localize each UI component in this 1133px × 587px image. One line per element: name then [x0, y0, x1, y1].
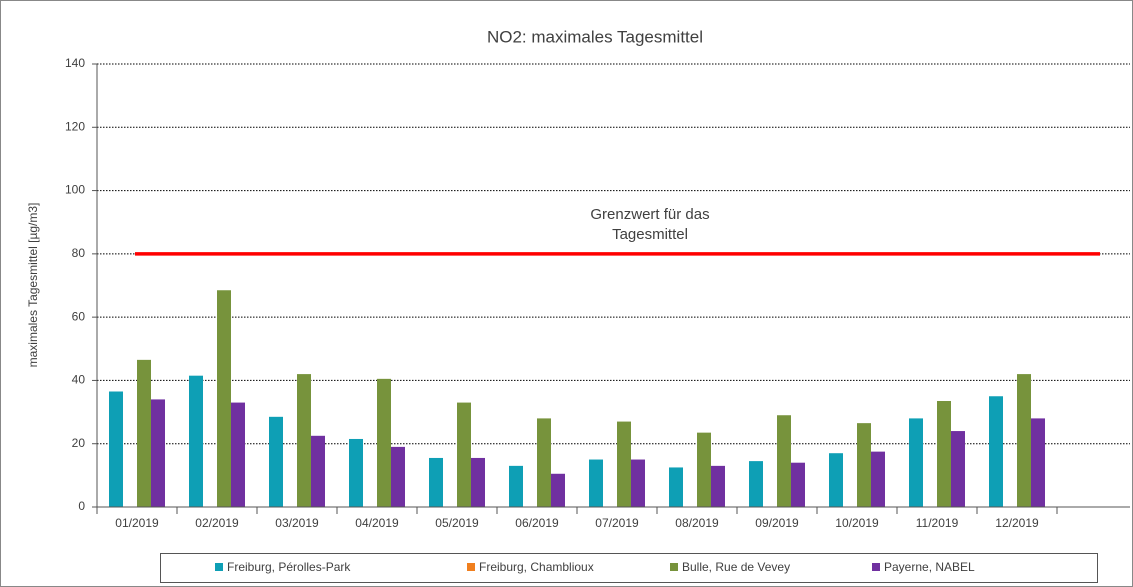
x-tick-label: 02/2019 — [195, 516, 239, 530]
bar — [429, 457, 443, 507]
legend-box — [160, 553, 1098, 583]
bar — [749, 461, 763, 507]
bar — [1017, 374, 1031, 507]
x-tick-label: 12/2019 — [995, 516, 1039, 530]
bar — [109, 391, 123, 507]
bar — [631, 459, 645, 507]
bar — [951, 431, 965, 507]
bar — [151, 399, 165, 507]
bar — [269, 416, 283, 507]
y-tick-label: 140 — [65, 56, 85, 70]
annotation: Tagesmittel — [612, 226, 688, 243]
bar — [509, 465, 523, 507]
bar — [589, 459, 603, 507]
x-tick-label: 06/2019 — [515, 516, 559, 530]
bar — [137, 359, 151, 507]
legend-label: Freiburg, Pérolles-Park — [227, 560, 351, 574]
y-tick-label: 60 — [72, 309, 86, 323]
x-tick-label: 01/2019 — [115, 516, 159, 530]
bar — [471, 457, 485, 507]
bar — [777, 415, 791, 507]
bar — [791, 462, 805, 507]
x-tick-label: 11/2019 — [916, 516, 959, 530]
bar — [311, 435, 325, 507]
y-axis-label: maximales Tagesmittel [µg/m3] — [26, 203, 40, 368]
bar — [297, 374, 311, 507]
legend-swatch — [872, 563, 880, 571]
bar — [989, 396, 1003, 507]
x-tick-label: 07/2019 — [595, 516, 639, 530]
bar — [829, 453, 843, 507]
legend-label: Payerne, NABEL — [884, 560, 975, 574]
legend-swatch — [215, 563, 223, 571]
bar — [349, 438, 363, 507]
bar — [669, 467, 683, 507]
bar — [231, 402, 245, 507]
bar — [857, 423, 871, 507]
bar — [617, 421, 631, 507]
bar — [377, 378, 391, 507]
bar — [697, 432, 711, 507]
y-tick-label: 40 — [72, 373, 86, 387]
y-tick-label: 120 — [65, 119, 85, 133]
bar — [711, 465, 725, 507]
bar — [551, 473, 565, 507]
bar — [1031, 418, 1045, 507]
bar — [909, 418, 923, 507]
y-tick-label: 100 — [65, 183, 85, 197]
bar — [189, 375, 203, 507]
bar — [937, 400, 951, 507]
chart-title: NO2: maximales Tagesmittel — [487, 27, 703, 46]
y-tick-label: 0 — [78, 499, 85, 513]
legend-swatch — [467, 563, 475, 571]
legend-label: Freiburg, Chamblioux — [479, 560, 594, 574]
bar — [391, 446, 405, 507]
x-tick-label: 10/2019 — [835, 516, 879, 530]
y-tick-label: 20 — [72, 436, 86, 450]
bar — [537, 418, 551, 507]
x-tick-label: 08/2019 — [675, 516, 719, 530]
x-tick-label: 03/2019 — [275, 516, 319, 530]
legend-label: Bulle, Rue de Vevey — [682, 560, 790, 574]
legend-swatch — [670, 563, 678, 571]
x-tick-label: 04/2019 — [355, 516, 399, 530]
bar — [871, 451, 885, 507]
annotation: Grenzwert für das — [590, 206, 709, 223]
bar — [217, 290, 231, 507]
x-tick-label: 05/2019 — [435, 516, 479, 530]
y-tick-label: 80 — [72, 246, 86, 260]
x-tick-label: 09/2019 — [755, 516, 799, 530]
bar — [457, 402, 471, 507]
